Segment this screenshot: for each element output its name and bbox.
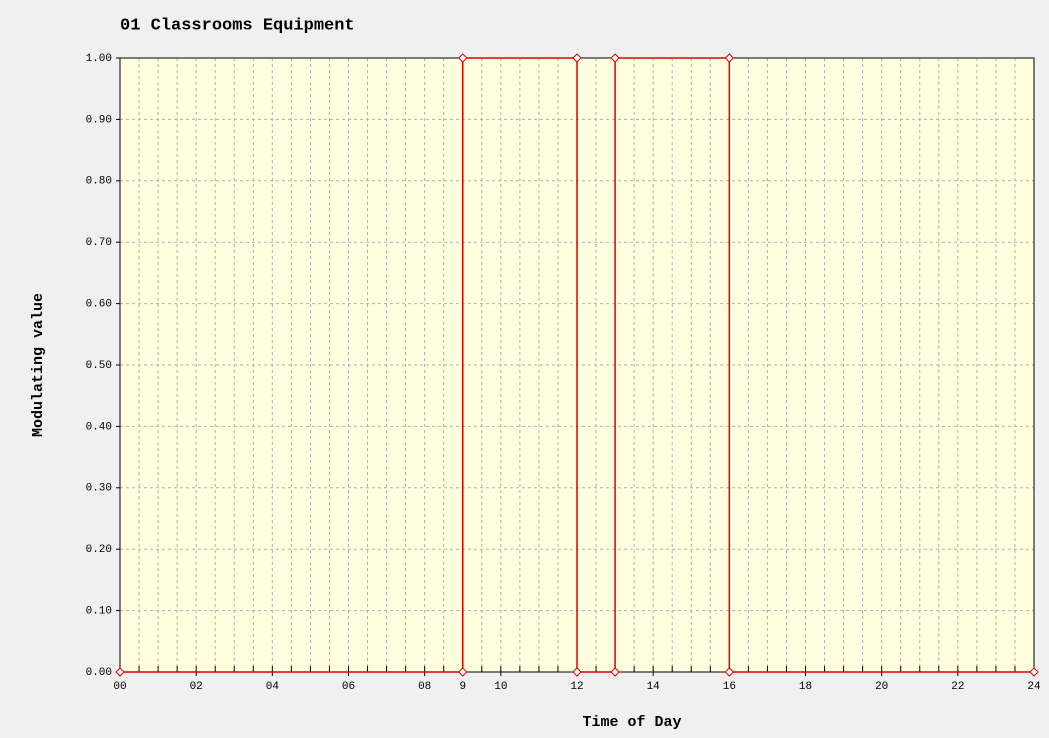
point-marker — [724, 53, 735, 63]
x-tick-label: 18 — [799, 681, 812, 693]
point-marker — [572, 53, 582, 63]
x-tick-label: 08 — [418, 681, 431, 693]
chart-title: 01 Classrooms Equipment — [120, 16, 355, 35]
x-tick-label: 10 — [494, 681, 507, 693]
y-tick-label: 0.40 — [86, 421, 112, 433]
x-tick-label: 04 — [266, 681, 280, 693]
y-tick-label: 0.90 — [86, 114, 112, 126]
y-tick-label: 0.00 — [86, 667, 112, 679]
x-tick-label: 12 — [570, 681, 583, 693]
x-tick-label: 20 — [875, 681, 888, 693]
y-axis-label: Modulating value — [30, 293, 47, 437]
x-tick-label: 24 — [1027, 681, 1041, 693]
y-tick-label: 0.30 — [86, 483, 112, 495]
x-tick-label: 16 — [723, 681, 736, 693]
x-tick-label: 02 — [190, 681, 203, 693]
y-tick-label: 0.80 — [86, 176, 112, 188]
point-marker — [572, 667, 582, 677]
y-tick-label: 0.70 — [86, 237, 112, 249]
y-tick-label: 0.50 — [86, 360, 112, 372]
y-tick-label: 0.10 — [86, 606, 112, 618]
point-marker — [610, 667, 620, 677]
point-marker — [724, 667, 735, 677]
x-tick-label: 06 — [342, 681, 355, 693]
y-tick-label: 0.20 — [86, 544, 112, 556]
x-tick-label: 00 — [113, 681, 126, 693]
point-marker — [458, 53, 468, 63]
x-tick-label: 14 — [647, 681, 661, 693]
y-tick-label: 1.00 — [86, 53, 112, 65]
x-tick-label: 22 — [951, 681, 964, 693]
x-axis-label: Time of Day — [582, 714, 681, 731]
point-marker — [115, 667, 125, 677]
y-tick-label: 0.60 — [86, 299, 112, 311]
series-line — [120, 57, 1034, 673]
point-marker — [1029, 667, 1039, 677]
x-tick-label: 9 — [459, 681, 466, 693]
point-marker — [610, 53, 620, 63]
point-marker — [458, 667, 468, 677]
